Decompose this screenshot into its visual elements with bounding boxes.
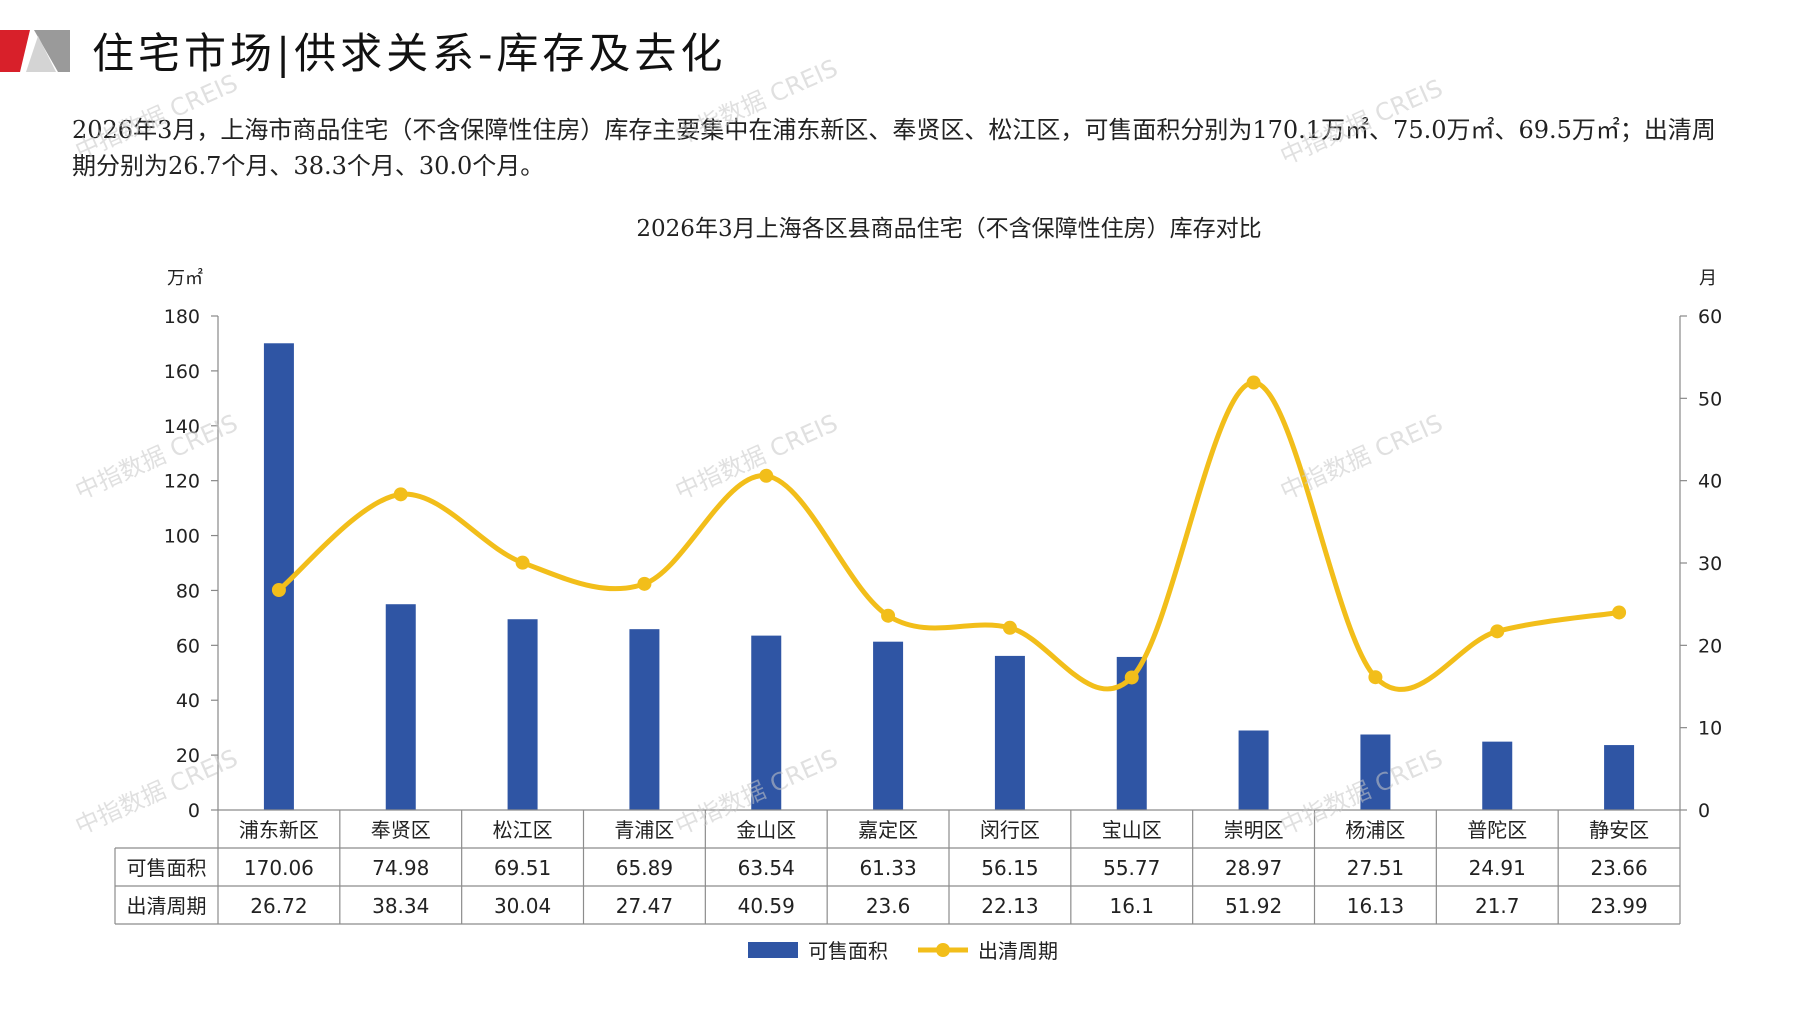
summary-text: 2026年3月，上海市商品住宅（不含保障性住房）库存主要集中在浦东新区、奉贤区、… <box>72 116 1716 180</box>
line-point-12 <box>1612 605 1627 620</box>
line-value-label: 26.72 <box>250 894 307 918</box>
logo-light-shape <box>26 36 56 72</box>
y-right-tick-label: 30 <box>1698 553 1722 575</box>
y-left-tick-label: 60 <box>176 635 200 657</box>
line-value-label: 22.13 <box>981 894 1038 918</box>
legend-bar-swatch <box>748 942 798 958</box>
page-title: 住宅市场|供求关系-库存及去化 <box>92 29 727 78</box>
watermark: 中指数据 CREIS <box>71 69 242 166</box>
line-value-label: 40.59 <box>738 894 795 918</box>
y-left-tick-label: 100 <box>164 526 200 548</box>
bar-value-label: 56.15 <box>981 856 1038 880</box>
line-value-label: 30.04 <box>494 894 551 918</box>
line-value-label: 51.92 <box>1225 894 1282 918</box>
y-right-tick-label: 20 <box>1698 635 1722 657</box>
bar-value-label: 55.77 <box>1103 856 1160 880</box>
bar-11 <box>1482 741 1513 810</box>
line-point-3 <box>515 555 530 570</box>
bar-6 <box>873 641 904 810</box>
line-point-11 <box>1490 624 1505 639</box>
line-point-4 <box>637 576 652 591</box>
y-left-tick-label: 140 <box>164 416 200 438</box>
y-right-unit: 月 <box>1699 268 1717 289</box>
line-point-10 <box>1368 670 1383 685</box>
line-value-label: 23.6 <box>866 894 911 918</box>
line-value-label: 23.99 <box>1590 894 1647 918</box>
category-label: 静安区 <box>1589 818 1649 842</box>
line-point-8 <box>1124 670 1139 685</box>
watermark: 中指数据 CREIS <box>71 744 242 841</box>
line-value-label: 38.34 <box>372 894 429 918</box>
line-value-label: 16.13 <box>1347 894 1404 918</box>
y-left-tick-label: 40 <box>176 690 200 712</box>
y-right-tick-label: 10 <box>1698 718 1722 740</box>
y-left-tick-label: 160 <box>164 361 200 383</box>
y-right-tick-label: 50 <box>1698 388 1722 410</box>
line-point-1 <box>271 583 286 598</box>
category-label: 浦东新区 <box>239 818 319 842</box>
legend-line-marker <box>936 943 950 957</box>
y-right-tick-label: 40 <box>1698 471 1722 493</box>
bar-value-label: 170.06 <box>244 856 314 880</box>
bar-value-label: 27.51 <box>1347 856 1404 880</box>
bar-value-label: 63.54 <box>738 856 795 880</box>
watermark: 中指数据 CREIS <box>671 54 842 151</box>
line-point-7 <box>1002 620 1017 635</box>
bar-value-label: 28.97 <box>1225 856 1282 880</box>
category-label: 崇明区 <box>1224 818 1284 842</box>
bar-value-label: 61.33 <box>859 856 916 880</box>
category-label: 宝山区 <box>1102 818 1162 842</box>
watermark: 中指数据 CREIS <box>671 409 842 506</box>
line-point-2 <box>393 487 408 502</box>
y-left-unit: 万㎡ <box>167 267 203 289</box>
bar-7 <box>994 655 1025 810</box>
category-label: 青浦区 <box>614 818 674 842</box>
y-left-tick-label: 120 <box>164 471 200 493</box>
category-label: 金山区 <box>736 818 796 842</box>
bar-value-label: 74.98 <box>372 856 429 880</box>
category-label: 杨浦区 <box>1345 818 1405 842</box>
y-left-tick-label: 80 <box>176 580 200 602</box>
watermark: 中指数据 CREIS <box>1276 74 1447 171</box>
category-label: 嘉定区 <box>858 818 918 842</box>
line-point-6 <box>881 608 896 623</box>
bar-9 <box>1238 730 1269 810</box>
bar-5 <box>751 635 782 810</box>
bar-2 <box>385 604 416 810</box>
category-label: 奉贤区 <box>371 818 431 842</box>
bar-value-label: 65.89 <box>616 856 673 880</box>
bar-value-label: 23.66 <box>1590 856 1647 880</box>
bar-1 <box>263 343 294 810</box>
line-point-9 <box>1246 375 1261 390</box>
table-row-header-line: 出清周期 <box>127 894 207 918</box>
line-value-label: 27.47 <box>616 894 673 918</box>
brand-logo <box>0 30 70 72</box>
legend-line-label: 出清周期 <box>978 939 1058 963</box>
category-label: 闵行区 <box>980 818 1040 842</box>
y-right-tick-label: 0 <box>1698 800 1710 822</box>
bar-value-label: 69.51 <box>494 856 551 880</box>
bar-12 <box>1604 745 1635 810</box>
legend-bar-label: 可售面积 <box>808 939 888 963</box>
bar-value-label: 24.91 <box>1469 856 1526 880</box>
chart-title: 2026年3月上海各区县商品住宅（不含保障性住房）库存对比 <box>636 216 1261 242</box>
line-value-label: 21.7 <box>1475 894 1520 918</box>
y-left-tick-label: 0 <box>188 800 200 822</box>
line-point-5 <box>759 468 774 483</box>
y-left-tick-label: 180 <box>164 306 200 328</box>
bar-10 <box>1360 734 1391 810</box>
y-left-tick-label: 20 <box>176 745 200 767</box>
logo-gray-shape <box>34 30 70 72</box>
table-row-header-bar: 可售面积 <box>127 856 207 880</box>
bar-4 <box>629 629 660 810</box>
line-value-label: 16.1 <box>1109 894 1154 918</box>
category-label: 松江区 <box>493 818 553 842</box>
logo-red-shape <box>0 30 30 72</box>
bar-3 <box>507 619 538 810</box>
watermark: 中指数据 CREIS <box>71 409 242 506</box>
watermark: 中指数据 CREIS <box>1276 409 1447 506</box>
y-right-tick-label: 60 <box>1698 306 1722 328</box>
category-label: 普陀区 <box>1467 818 1527 842</box>
